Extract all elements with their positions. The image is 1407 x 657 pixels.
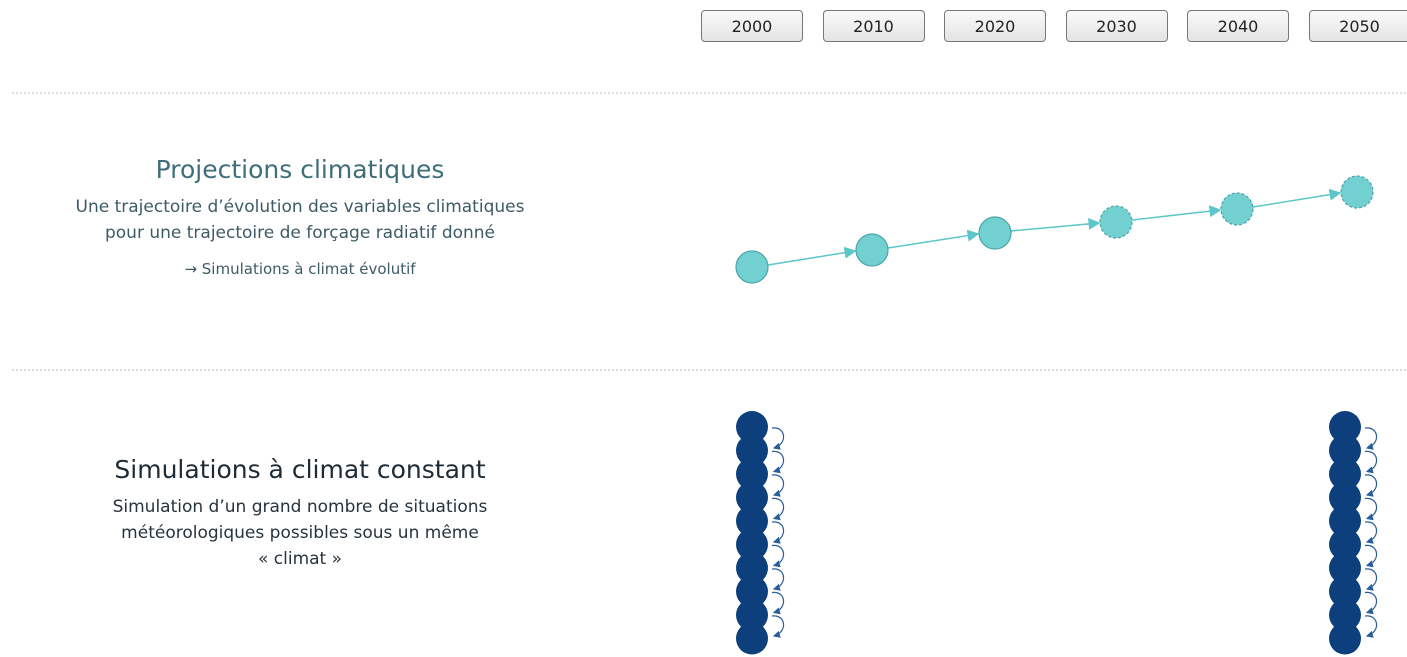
loop-arrow: [771, 474, 785, 497]
loop-arrow: [1364, 450, 1378, 474]
loop-arrow: [771, 450, 785, 474]
projection-node: [1220, 192, 1254, 226]
loop-arrow: [1364, 568, 1378, 591]
simulation-node: [736, 481, 768, 514]
trajectory-arrow: [1252, 188, 1342, 208]
simulation-node: [736, 575, 768, 608]
projection-node: [978, 216, 1012, 250]
trajectory-arrow: [1131, 205, 1222, 221]
constant-block: Simulations à climat constant Simulation…: [0, 455, 600, 572]
simulation-node: [736, 599, 768, 631]
description: pour une trajectoire de forçage radiatif…: [104, 223, 496, 243]
trajectory-arrow: [767, 246, 857, 266]
loop-arrow: [1364, 497, 1378, 521]
loop-arrow: [771, 497, 785, 521]
year-button[interactable]: 2040: [1187, 10, 1289, 42]
loop-arrow: [771, 591, 785, 615]
description: météorologiques possibles sous un même: [121, 523, 479, 543]
loop-arrow: [771, 521, 785, 544]
section-title: Simulations à climat constant: [114, 455, 486, 484]
description: Une trajectoire d’évolution des variable…: [75, 197, 525, 217]
projection-node: [1340, 175, 1374, 209]
loop-arrow: [1364, 427, 1378, 450]
loop-arrow: [1364, 521, 1378, 544]
projection-node: [1099, 205, 1133, 239]
simulation-node: [1329, 481, 1361, 514]
simulation-node: [736, 552, 768, 584]
conclusion: → Simulations à climat évolutif: [184, 260, 416, 278]
simulation-node: [1329, 458, 1361, 490]
loop-arrow: [771, 568, 785, 591]
simulation-node: [736, 411, 768, 443]
trajectory-arrow: [887, 229, 980, 249]
simulation-node: [1329, 411, 1361, 443]
simulation-node: [736, 622, 768, 655]
section-title: Projections climatiques: [155, 155, 445, 184]
loop-arrow: [1364, 544, 1378, 568]
loop-arrow: [771, 427, 785, 450]
projection-node: [855, 233, 889, 267]
description: « climat »: [257, 549, 343, 569]
trajectory-arrow: [1010, 217, 1101, 232]
projection-node: [735, 250, 769, 284]
simulation-node: [1329, 528, 1361, 561]
simulation-node: [736, 505, 768, 537]
year-button[interactable]: 2030: [1065, 10, 1168, 42]
simulation-node: [1329, 434, 1361, 467]
simulation-node: [736, 458, 768, 490]
projections-block: Projections climatiques Une trajectoire …: [0, 155, 600, 282]
simulation-node: [736, 528, 768, 561]
simulation-node: [736, 434, 768, 467]
simulation-node: [1329, 505, 1361, 537]
year-button[interactable]: 2000: [701, 10, 803, 42]
simulation-node: [1329, 599, 1361, 631]
loop-arrow: [771, 615, 785, 638]
simulation-node: [1329, 552, 1361, 584]
year-button[interactable]: 2020: [944, 10, 1046, 42]
loop-arrow: [1364, 474, 1378, 497]
loop-arrow: [1364, 591, 1378, 615]
year-button[interactable]: 2010: [822, 10, 925, 42]
year-button[interactable]: 2050: [1308, 10, 1407, 42]
simulation-node: [1329, 622, 1361, 655]
loop-arrow: [1364, 615, 1378, 638]
loop-arrow: [771, 544, 785, 568]
description: Simulation d’un grand nombre de situatio…: [112, 497, 488, 517]
simulation-node: [1329, 575, 1361, 608]
